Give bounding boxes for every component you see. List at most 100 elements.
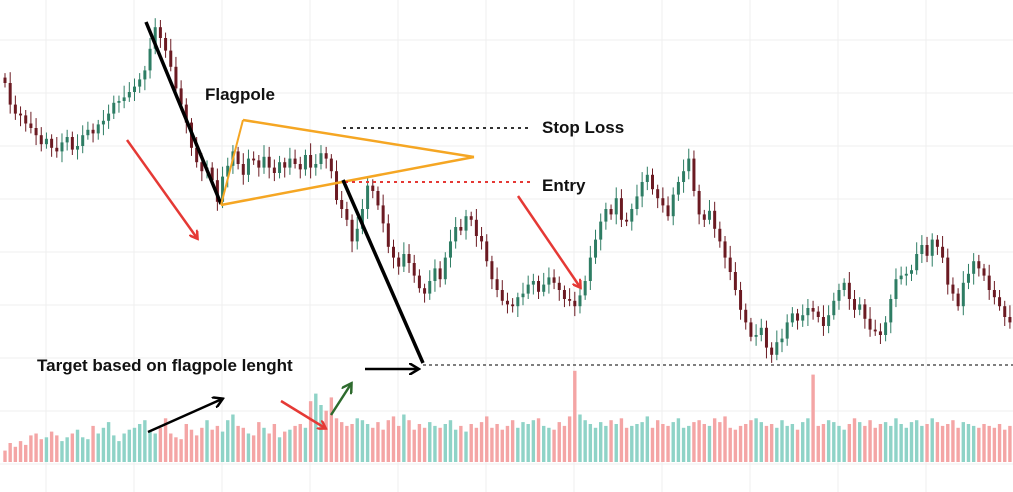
volume-bar xyxy=(324,410,328,462)
volume-bar xyxy=(189,429,194,462)
candlestick xyxy=(283,157,287,178)
candle-body xyxy=(707,210,711,220)
volume-bar xyxy=(246,433,251,462)
candle-body xyxy=(583,281,587,296)
candlestick xyxy=(117,95,121,113)
candle-body xyxy=(764,327,768,348)
volume-bar xyxy=(376,422,380,462)
candlestick xyxy=(236,146,240,170)
candlestick xyxy=(625,212,629,227)
volume-bar xyxy=(759,422,763,462)
candle-body xyxy=(1008,317,1012,323)
candle-body xyxy=(179,88,183,105)
candle-body xyxy=(262,156,266,168)
volume-bar xyxy=(205,420,209,462)
volume-bar xyxy=(277,437,282,462)
candlestick xyxy=(65,129,69,151)
candle-body xyxy=(801,315,805,321)
volume-bar xyxy=(940,425,945,462)
volume-bar xyxy=(795,429,800,462)
candlestick xyxy=(619,189,623,227)
candle-body xyxy=(448,241,452,258)
candlestick xyxy=(1003,300,1007,326)
candlestick xyxy=(50,134,54,157)
candlestick xyxy=(718,221,722,248)
candlestick xyxy=(402,242,406,272)
candle-body xyxy=(552,277,556,283)
candle-body xyxy=(24,115,28,124)
volume-bar xyxy=(718,422,722,462)
candle-body xyxy=(469,216,473,220)
candle-body xyxy=(107,113,111,121)
volume-bar xyxy=(220,431,225,462)
red-arrow-down-2 xyxy=(516,195,580,287)
candle-body xyxy=(858,304,862,310)
volume-bar xyxy=(516,427,520,462)
candle-body xyxy=(894,279,898,299)
candle-body xyxy=(790,313,794,323)
volume-bar xyxy=(920,425,924,462)
candlestick xyxy=(127,82,131,102)
candlestick xyxy=(821,305,825,336)
volume-bar xyxy=(81,437,85,462)
candle-body xyxy=(656,189,660,199)
volume-bar xyxy=(790,424,795,462)
candlestick xyxy=(469,211,473,227)
candlestick xyxy=(930,233,934,267)
candlestick xyxy=(873,319,877,336)
candle-body xyxy=(749,322,753,337)
candle-body xyxy=(614,198,618,215)
volume-bar xyxy=(573,370,577,462)
volume-bar xyxy=(889,425,893,462)
volume-bar xyxy=(521,422,525,462)
volume-bar xyxy=(609,420,613,462)
candle-body xyxy=(319,153,323,164)
candlestick xyxy=(692,150,696,197)
volume-bar xyxy=(169,433,173,462)
candle-body xyxy=(889,299,893,323)
candlestick xyxy=(143,65,147,91)
candle-body xyxy=(500,290,504,301)
candlestick xyxy=(309,143,313,179)
candlestick xyxy=(702,209,706,227)
candlestick xyxy=(428,270,432,300)
candlestick xyxy=(257,155,261,177)
volume-bar xyxy=(464,431,468,462)
candle-body xyxy=(780,338,784,343)
candle-body xyxy=(651,174,654,190)
volume-bar xyxy=(386,420,391,462)
candlestick xyxy=(8,72,12,114)
volume-bar xyxy=(75,429,80,462)
candlestick xyxy=(992,281,996,305)
volume-bar xyxy=(70,433,75,462)
volume-bar xyxy=(293,425,297,462)
candlestick xyxy=(806,299,810,326)
candlestick xyxy=(70,131,74,155)
volume-bar xyxy=(153,433,157,462)
candlestick xyxy=(366,177,370,219)
candle-body xyxy=(941,246,945,258)
candle-body xyxy=(272,167,276,173)
candlestick xyxy=(262,145,266,174)
candlestick xyxy=(635,184,639,216)
volume-bar xyxy=(96,433,100,462)
candle-body xyxy=(547,277,551,285)
volume-bar xyxy=(65,437,69,462)
volume-bars xyxy=(3,370,1012,462)
candle-body xyxy=(360,209,364,229)
candle-body xyxy=(96,124,100,134)
candlestick xyxy=(474,209,478,247)
volume-bar xyxy=(402,414,406,462)
candle-body xyxy=(630,209,634,222)
candle-body xyxy=(987,275,991,290)
volume-bar xyxy=(345,425,349,462)
volume-bar xyxy=(485,416,489,462)
volume-bar xyxy=(852,418,857,462)
candle-body xyxy=(542,284,546,292)
candle-body xyxy=(723,241,727,258)
candlestick xyxy=(3,73,7,88)
volume-bar xyxy=(842,429,846,462)
candlestick xyxy=(666,196,670,221)
candlestick xyxy=(956,288,960,311)
candlestick xyxy=(511,298,515,313)
